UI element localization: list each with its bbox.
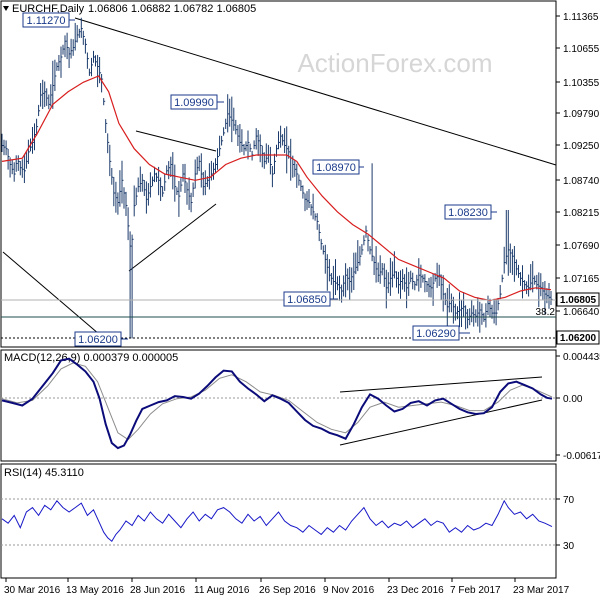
svg-text:1.07690: 1.07690 (563, 241, 600, 252)
svg-text:1.07165: 1.07165 (563, 274, 600, 285)
annotation-low-106200: 1.06200 (74, 331, 128, 347)
svg-text:7 Feb 2017: 7 Feb 2017 (450, 585, 501, 596)
rsi-panel: RSI(14) 45.3110 70 30 (0, 463, 575, 579)
current-price-badge: 1.06805 (556, 292, 600, 307)
y-tick-label: 1.08215 (556, 208, 600, 219)
annotation-low-106850: 1.06850 (283, 291, 338, 307)
annotation-text: 1.11270 (27, 15, 66, 27)
y-tick-label: 1.09790 (556, 109, 600, 120)
annotation-text: 1.06290 (416, 328, 456, 340)
y-tick-label: 1.07690 (556, 241, 600, 252)
y-tick-label: 1.10355 (556, 78, 600, 89)
annotation-text: 1.09990 (174, 97, 214, 109)
svg-text:23 Dec 2016: 23 Dec 2016 (387, 585, 444, 596)
annotation-high-108230: 1.08230 (444, 204, 497, 220)
trendline-bottom-descending (2, 251, 114, 347)
svg-text:1.06200: 1.06200 (560, 333, 597, 344)
svg-text:1.10355: 1.10355 (563, 78, 600, 89)
x-tick-label: 23 Mar 2017 (513, 578, 570, 596)
svg-text:1.11365: 1.11365 (563, 12, 599, 23)
svg-text:0.00: 0.00 (563, 394, 583, 405)
price-trendlines (2, 17, 557, 347)
svg-text:0.004435: 0.004435 (563, 352, 600, 363)
macd-trendline-upper (339, 376, 543, 393)
svg-text:30: 30 (563, 541, 575, 552)
macd-line (1, 357, 553, 450)
rsi-panel-frame (0, 463, 557, 579)
y-tick-label: 1.07165 (556, 274, 600, 285)
annotation-high-109990: 1.09990 (170, 94, 224, 110)
symbol-label: EURCHF,Daily (12, 3, 85, 15)
svg-text:28 Jun 2016: 28 Jun 2016 (130, 585, 185, 596)
watermark: ActionForex.com (297, 48, 492, 78)
y-tick-label: 30 (556, 541, 575, 552)
svg-text:1.06640: 1.06640 (563, 307, 600, 318)
svg-text:30 Mar 2016: 30 Mar 2016 (4, 585, 61, 596)
y-tick-label: 1.11365 (556, 12, 599, 23)
y-tick-label: 0.004435 (556, 352, 600, 363)
svg-text:1.08740: 1.08740 (563, 176, 600, 187)
trendline-triangle-upper (135, 130, 217, 152)
x-tick-label: 13 May 2016 (66, 578, 124, 596)
collapse-triangle-icon[interactable] (3, 6, 9, 11)
price-panel: ActionForex.com EURCHF,Daily 1.06806 1.0… (0, 0, 557, 348)
svg-text:1.08215: 1.08215 (563, 208, 600, 219)
x-tick-label: 30 Mar 2016 (4, 578, 61, 596)
svg-text:1.06805: 1.06805 (560, 295, 597, 306)
x-axis: 30 Mar 2016 13 May 2016 28 Jun 2016 11 A… (4, 578, 570, 596)
svg-text:26 Sep 2016: 26 Sep 2016 (259, 585, 316, 596)
x-tick-label: 26 Sep 2016 (259, 578, 316, 596)
x-tick-label: 7 Feb 2017 (450, 578, 501, 596)
annotation-text: 1.08970 (316, 162, 356, 174)
y-tick-label: 0.00 (556, 394, 583, 405)
macd-signal-line (1, 362, 553, 441)
support-price-badge: 1.06200 (556, 330, 600, 345)
y-tick-label: 70 (556, 495, 575, 506)
annotation-high-108970: 1.08970 (312, 159, 364, 175)
x-tick-label: 9 Nov 2016 (323, 578, 375, 596)
price-y-axis: 1.11365 1.10655 1.10355 1.09790 1.09250 … (556, 12, 600, 345)
svg-text:9 Nov 2016: 9 Nov 2016 (323, 585, 375, 596)
y-tick-label: 1.08740 (556, 176, 600, 187)
annotation-text: 1.06850 (287, 294, 327, 306)
macd-panel-frame (0, 349, 557, 462)
y-tick-label: 1.10655 (556, 44, 600, 55)
svg-text:-0.00617: -0.00617 (563, 451, 600, 462)
annotation-text: 1.06200 (78, 334, 118, 346)
x-tick-label: 28 Jun 2016 (130, 578, 185, 596)
macd-title: MACD(12,26,9) 0.000379 0.000005 (4, 352, 178, 364)
rsi-y-axis: 70 30 (556, 495, 575, 552)
fib-38-label: 38.2 (536, 307, 556, 318)
ohlc-values: 1.06806 1.06882 1.06782 1.06805 (88, 3, 256, 15)
price-header: EURCHF,Daily 1.06806 1.06882 1.06782 1.0… (3, 3, 256, 15)
x-tick-label: 23 Dec 2016 (387, 578, 444, 596)
annotation-text: 1.08230 (448, 207, 488, 219)
rsi-line (1, 499, 553, 542)
y-tick-label: 1.06640 (556, 307, 600, 318)
svg-text:13 May 2016: 13 May 2016 (66, 585, 124, 596)
macd-y-axis: 0.004435 0.00 -0.00617 (556, 352, 600, 462)
price-annotations: 1.11270 1.09990 1.08970 1.08230 (22, 12, 497, 347)
annotation-low-106290: 1.06290 (412, 325, 470, 341)
annotation-high-111270: 1.11270 (22, 12, 75, 28)
svg-text:1.09790: 1.09790 (563, 109, 600, 120)
svg-text:1.10655: 1.10655 (563, 44, 600, 55)
rsi-title: RSI(14) 45.3110 (4, 467, 84, 479)
svg-text:23 Mar 2017: 23 Mar 2017 (513, 585, 570, 596)
trendline-triangle-lower (128, 203, 217, 272)
y-tick-label: -0.00617 (556, 451, 600, 462)
price-ma-line (1, 75, 552, 302)
svg-text:11 Aug 2016: 11 Aug 2016 (194, 585, 250, 596)
svg-text:70: 70 (563, 495, 575, 506)
macd-trendline-lower (339, 399, 543, 446)
x-tick-label: 11 Aug 2016 (194, 578, 250, 596)
svg-text:1.09250: 1.09250 (563, 141, 600, 152)
trendline-top-descending (74, 17, 557, 166)
macd-panel: MACD(12,26,9) 0.000379 0.000005 0.004435… (0, 349, 600, 462)
y-tick-label: 1.09250 (556, 141, 600, 152)
price-bars (1, 17, 553, 339)
